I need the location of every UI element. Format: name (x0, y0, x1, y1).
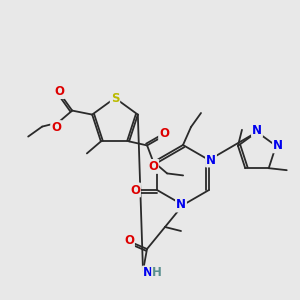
Text: N: N (176, 199, 186, 212)
Text: O: O (148, 160, 158, 173)
Text: N: N (273, 139, 283, 152)
Text: N: N (252, 124, 262, 136)
Text: O: O (130, 184, 140, 196)
Text: O: O (51, 121, 61, 134)
Text: O: O (54, 85, 64, 98)
Text: O: O (159, 127, 169, 140)
Text: N: N (143, 266, 153, 280)
Text: H: H (152, 266, 162, 280)
Text: S: S (111, 92, 119, 104)
Text: N: N (206, 154, 216, 166)
Text: O: O (124, 235, 134, 248)
